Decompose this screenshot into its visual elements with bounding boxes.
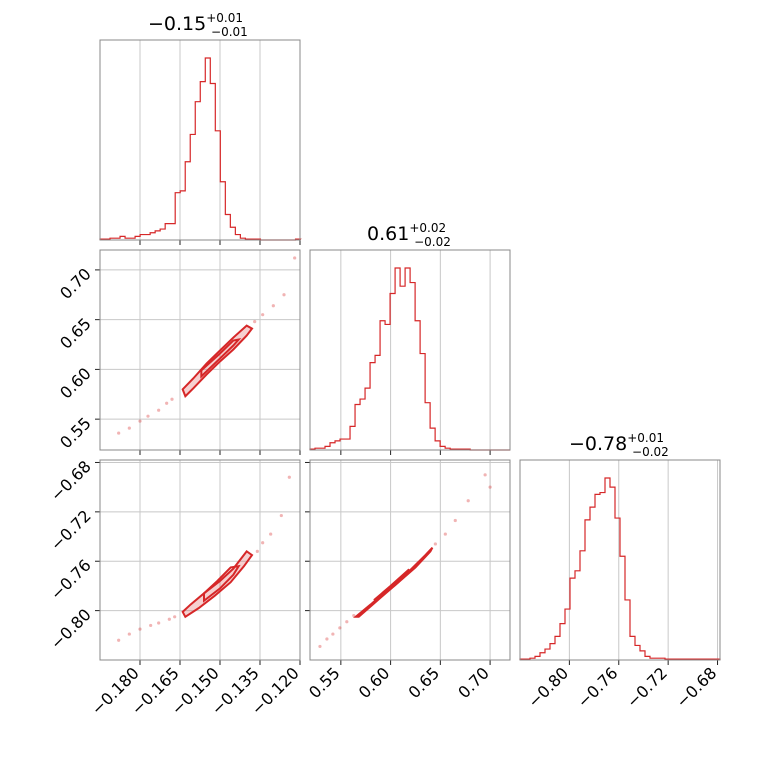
contour-outer-1 [181, 324, 254, 399]
sample-point-1-9 [271, 304, 275, 308]
scatter-panel-3 [305, 459, 511, 665]
sample-point-2-8 [261, 541, 265, 545]
xtick-label-2-1: 0.60 [355, 663, 394, 702]
scatter-frame-2 [99, 459, 301, 661]
sample-point-2-10 [279, 513, 283, 518]
sample-point-3-2 [331, 632, 335, 636]
hist-panel-1 [99, 39, 302, 245]
title-param-2: 0.61+0.02 −0.02 [367, 221, 451, 249]
sample-point-2-11 [287, 475, 291, 479]
title-param-2-lower: −0.02 [414, 235, 451, 249]
sample-point-3-6 [433, 542, 437, 546]
scatter-frame-3 [309, 459, 511, 661]
ytick-label-2-2: 0.65 [56, 314, 95, 353]
ytick-label-3-2: −0.72 [47, 506, 95, 554]
corner-panels: −0.180−0.165−0.150−0.135−0.120 0.55 0.60 0.… [47, 39, 721, 719]
sample-point-2-1 [127, 632, 131, 636]
ytick-label-2-1: 0.60 [56, 364, 95, 403]
xtick-label-3-3: −0.68 [672, 663, 720, 711]
hist-frame-3 [519, 459, 721, 661]
hist-panel-2 [309, 249, 511, 455]
histogram-3 [519, 477, 721, 660]
sample-point-3-8 [453, 518, 457, 523]
sample-point-2-6 [173, 615, 177, 619]
ytick-label-3-1: −0.76 [47, 556, 95, 604]
sample-point-2-2 [138, 627, 142, 631]
xtick-label-2-0: 0.55 [305, 663, 344, 702]
contour-outer-2 [181, 549, 254, 619]
xtick-label-3-0: −0.80 [524, 663, 572, 711]
sample-point-1-3 [146, 414, 150, 418]
xtick-label-2-3: 0.70 [454, 663, 493, 702]
scatter-frame-1 [99, 249, 301, 451]
sample-point-1-11 [293, 256, 297, 260]
sample-point-1-1 [127, 426, 131, 430]
xtick-label-3-2: −0.72 [623, 663, 671, 711]
ytick-label-3-0: −0.80 [47, 605, 95, 653]
histogram-2 [309, 267, 511, 451]
sample-point-1-8 [261, 313, 265, 317]
title-param-3-lower: −0.02 [632, 445, 669, 459]
histogram-1 [99, 57, 302, 241]
sample-point-2-4 [157, 621, 161, 625]
xtick-label-3-1: −0.76 [573, 663, 621, 711]
sample-point-1-5 [165, 401, 169, 405]
title-param-3-upper: +0.01 [627, 431, 664, 445]
sample-point-3-4 [345, 620, 349, 624]
sample-point-1-10 [282, 293, 286, 297]
sample-point-1-2 [138, 419, 142, 423]
sample-point-3-11 [488, 485, 492, 489]
sample-point-2-0 [117, 638, 121, 642]
scatter-panel-1 [95, 249, 301, 455]
xtick-label-2-2: 0.65 [405, 663, 444, 702]
title-param-1: −0.15+0.01 −0.01 [148, 11, 248, 39]
sample-point-1-0 [117, 431, 121, 435]
sample-point-1-7 [253, 320, 257, 324]
sample-point-3-7 [443, 532, 447, 536]
title-param-3-value: −0.78 [569, 433, 627, 455]
title-param-1-upper: +0.01 [206, 11, 243, 25]
contour-inner-2 [203, 564, 241, 603]
sample-point-3-0 [318, 644, 322, 649]
title-param-2-value: 0.61 [367, 223, 409, 245]
sample-point-3-3 [338, 626, 342, 630]
sample-point-3-10 [483, 473, 487, 477]
title-param-2-upper: +0.02 [409, 221, 446, 235]
sample-point-1-4 [157, 408, 161, 412]
title-param-1-lower: −0.01 [211, 25, 248, 39]
contour-inner-1 [200, 338, 242, 379]
sample-point-3-5 [352, 613, 356, 618]
scatter-panel-2 [95, 459, 301, 665]
sample-point-2-3 [149, 623, 153, 628]
sample-point-3-9 [466, 499, 470, 503]
hist-panel-3 [519, 459, 721, 665]
title-param-3: −0.78+0.01 −0.02 [569, 431, 669, 459]
contour-inner-3 [373, 568, 413, 603]
ytick-label-2-0: 0.55 [56, 414, 95, 453]
sample-point-3-1 [325, 637, 329, 641]
sample-point-2-9 [269, 532, 273, 536]
sample-point-2-7 [255, 549, 259, 553]
title-param-1-value: −0.15 [148, 13, 206, 35]
ytick-label-3-3: −0.68 [47, 457, 95, 505]
hist-frame-1 [99, 39, 301, 241]
sample-point-1-6 [170, 397, 174, 401]
hist-frame-2 [309, 249, 511, 451]
ytick-label-2-3: 0.70 [56, 264, 95, 303]
sample-point-2-5 [167, 617, 171, 621]
